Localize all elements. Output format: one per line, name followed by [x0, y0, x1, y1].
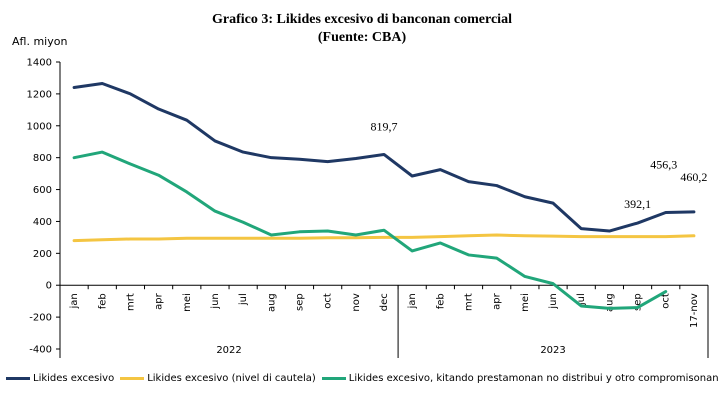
- legend-item-2: Likides excesivo (nivel di cautela): [120, 373, 316, 385]
- y-tick-label: 1200: [27, 89, 52, 100]
- legend-item-3: Likides excesivo, kitando prestamonan no…: [321, 373, 719, 385]
- series-line-2: [72, 233, 696, 243]
- series-line-3: [72, 150, 668, 310]
- x-tick-label: aug: [604, 293, 615, 312]
- x-tick-label: jan: [407, 293, 418, 309]
- x-tick-label: dec: [379, 293, 390, 311]
- legend-item-1: Likides excesivo: [6, 373, 114, 385]
- legend-swatch: [120, 377, 145, 380]
- x-tick-label: mrt: [464, 293, 475, 311]
- x-tick-label: mrt: [125, 293, 136, 311]
- y-tick-label: 200: [33, 249, 52, 260]
- x-tick-label: jul: [576, 293, 587, 306]
- year-label: 2023: [540, 345, 565, 356]
- y-tick-label: 400: [33, 217, 52, 228]
- data-label: 392,1: [624, 197, 651, 211]
- x-tick-label: aug: [266, 293, 277, 312]
- x-tick-label: jun: [548, 293, 559, 309]
- x-tick-label: mei: [182, 293, 193, 312]
- chart-legend: Likides excesivo Likides excesivo (nivel …: [6, 373, 724, 389]
- legend-swatch: [6, 377, 30, 380]
- data-label: 460,2: [680, 170, 707, 184]
- legend-swatch: [321, 377, 346, 380]
- x-tick-label: oct: [323, 293, 334, 309]
- legend-label: Likides excesivo, kitando prestamonan no…: [348, 373, 719, 384]
- year-label: 2022: [216, 345, 241, 356]
- y-tick-label: -400: [29, 345, 52, 356]
- line-chart: -400 -200 0 200 400 600 800 1000 1200 1400 2022 202…: [27, 58, 709, 358]
- x-tick-label: feb: [97, 293, 108, 309]
- y-tick-label: 1400: [27, 58, 52, 69]
- chart-subtitle: (Fuente: CBA): [317, 30, 407, 45]
- x-tick-label: sep: [294, 293, 305, 311]
- x-tick-label: jul: [238, 293, 249, 306]
- y-tick-label: 600: [33, 185, 52, 196]
- x-tick-label: nov: [351, 293, 362, 311]
- x-tick-label: apr: [492, 292, 503, 309]
- data-label: 456,3: [650, 157, 677, 171]
- y-tick-label: 0: [46, 281, 52, 292]
- x-tick-label: apr: [154, 292, 165, 309]
- x-tick-label: sep: [633, 293, 644, 311]
- series-line-1: [72, 82, 696, 233]
- x-tick-label: oct: [661, 293, 672, 309]
- legend-label: Likides excesivo (nivel di cautela): [147, 373, 316, 384]
- x-tick-label: mei: [520, 293, 531, 312]
- chart-title: Grafico 3: Likides excesivo di banconan …: [212, 12, 512, 27]
- legend-label: Likides excesivo: [33, 373, 115, 384]
- y-tick-label: 800: [33, 153, 52, 164]
- x-tick-label: jan: [69, 293, 80, 309]
- x-tick-label: 17-nov: [689, 293, 700, 328]
- y-tick-label: 1000: [27, 121, 52, 132]
- y-axis-label: Afl. miyon: [12, 35, 68, 48]
- x-tick-label: feb: [435, 293, 446, 309]
- y-tick-label: -200: [29, 313, 52, 324]
- x-tick-label: jun: [210, 293, 221, 309]
- data-label: 819,7: [371, 119, 398, 133]
